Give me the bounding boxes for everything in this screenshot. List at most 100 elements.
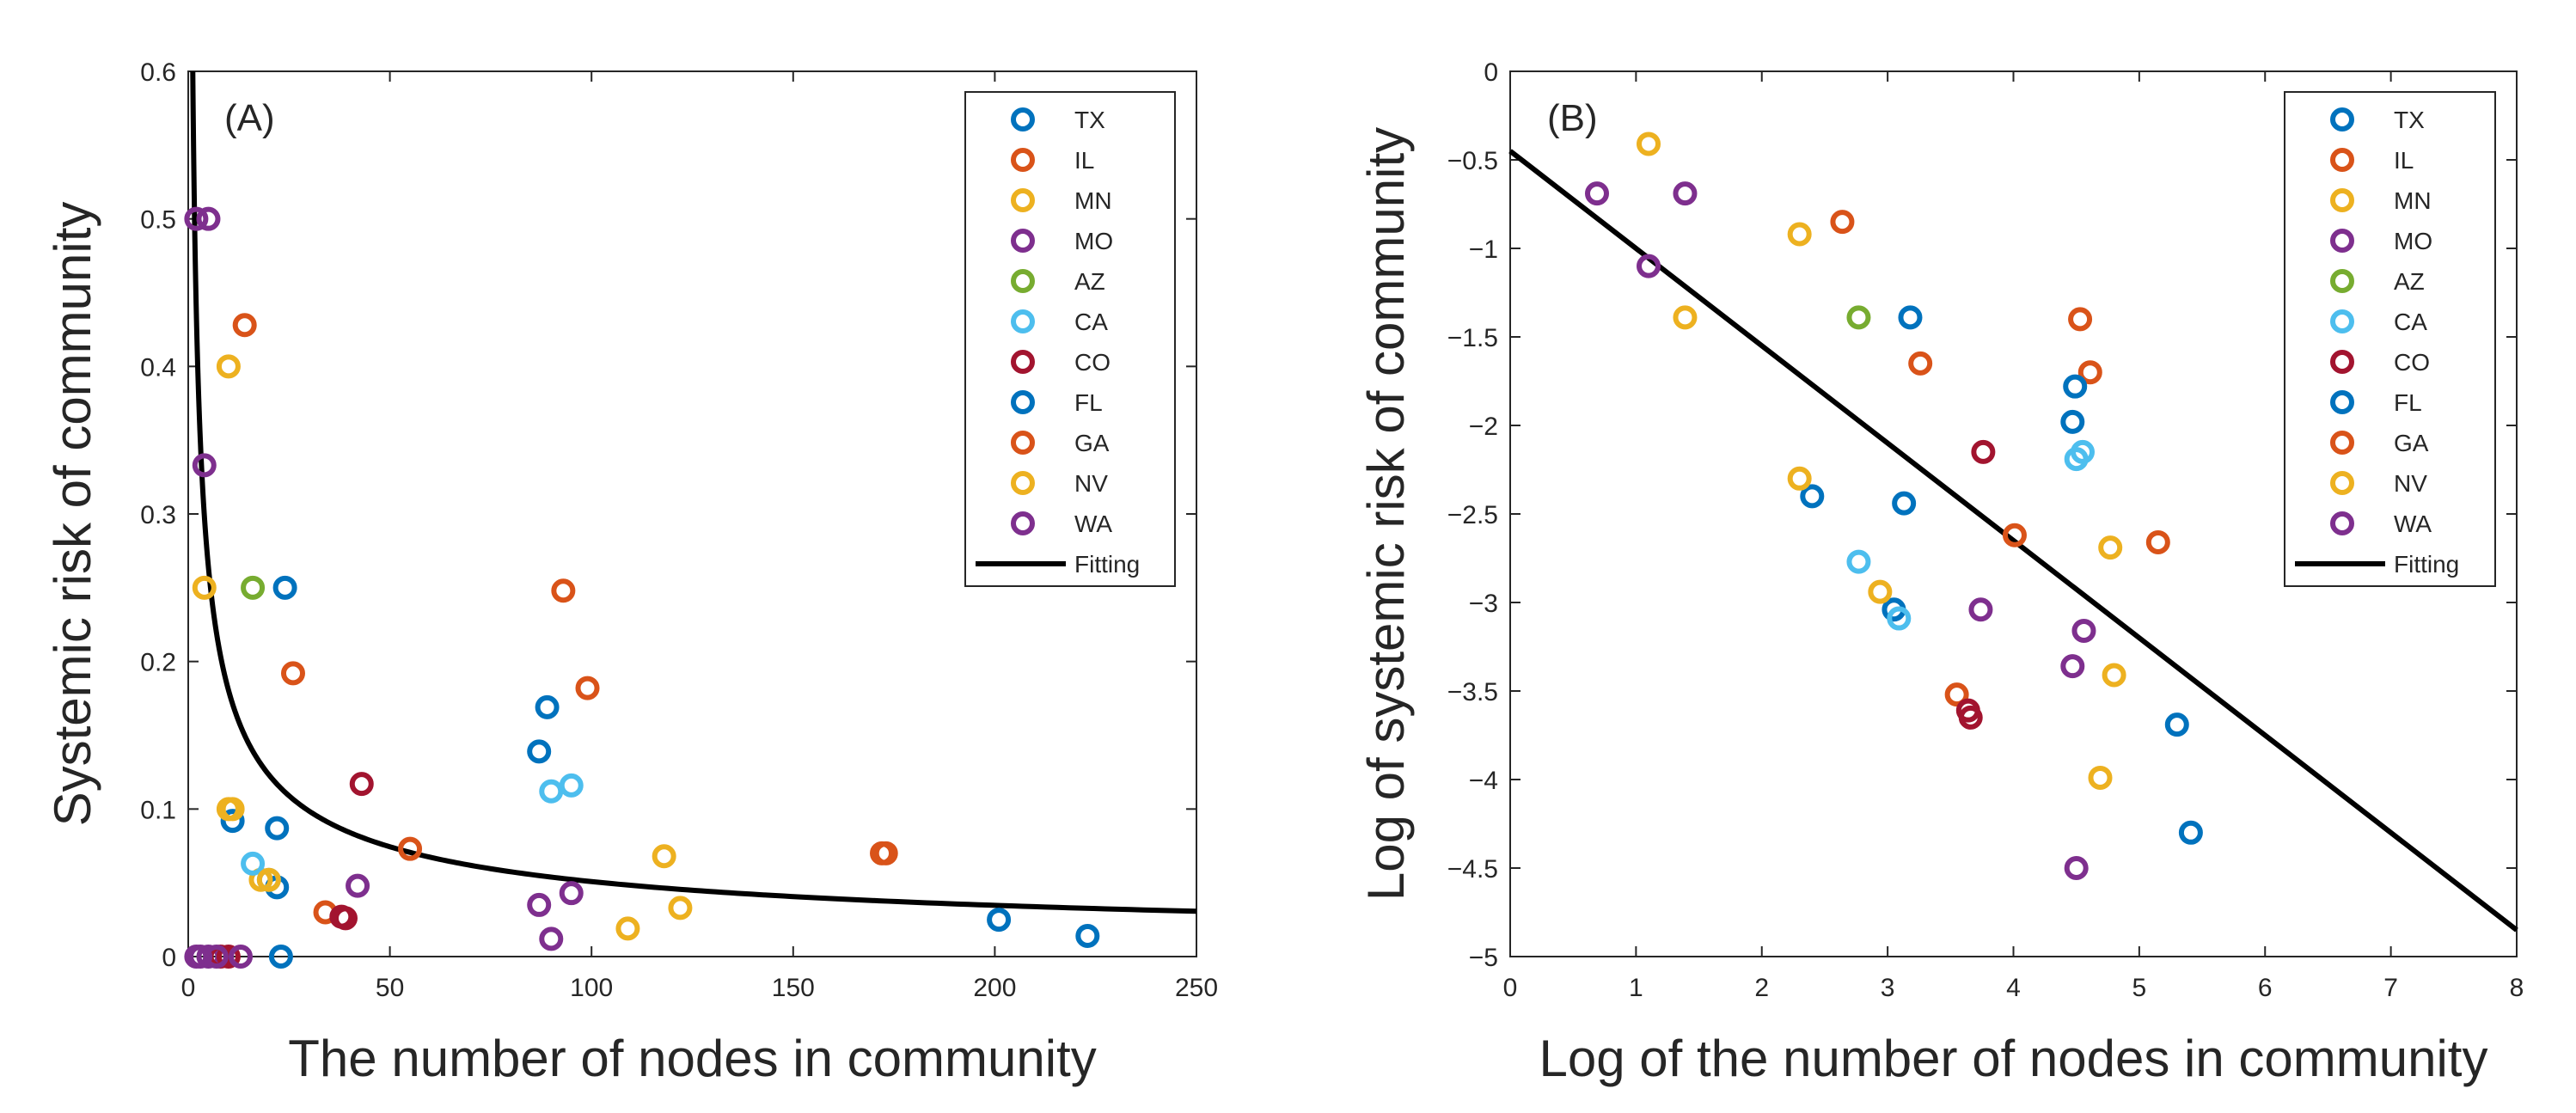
data-point-il (280, 661, 305, 686)
legend-label-fitting: Fitting (1074, 551, 1140, 578)
data-point-co (216, 945, 241, 969)
x-tick-label: 7 (2383, 974, 2398, 1002)
data-point-ca (559, 773, 584, 798)
x-tick-label: 6 (2258, 974, 2273, 1002)
y-tick-label: 0.4 (140, 353, 176, 382)
y-tick-label: −2 (1469, 413, 1498, 441)
legend-label-ca: CA (2394, 309, 2427, 335)
legend-marker-il (1011, 148, 1035, 172)
data-point-mo (1637, 254, 1661, 278)
data-point-mn (1673, 305, 1698, 330)
data-point-mn (1787, 222, 1812, 247)
data-point-ca (1887, 606, 1912, 631)
fitting-curve (190, 70, 1197, 914)
legend-label-co: CO (1074, 349, 1111, 376)
data-point-il (575, 676, 600, 700)
data-point-ga (870, 841, 895, 865)
data-point-mn (1787, 466, 1812, 491)
legend-marker-co (1011, 350, 1035, 374)
legend-box (2284, 91, 2496, 587)
data-point-nv (256, 867, 281, 892)
data-point-mn (652, 844, 676, 869)
legend-marker-mn (1011, 188, 1035, 212)
legend-marker-ca (2330, 309, 2354, 333)
legend-label-az: AZ (2394, 268, 2425, 295)
data-point-mo (184, 206, 209, 231)
legend-marker-ca (1011, 309, 1035, 333)
data-point-az (1846, 305, 1871, 330)
x-tick-label: 8 (2510, 974, 2524, 1002)
legend-marker-mo (1011, 229, 1035, 253)
data-point-mo (1673, 181, 1698, 206)
legend-label-az: AZ (1074, 268, 1105, 295)
data-point-mn (1868, 579, 1893, 604)
data-point-tx (272, 575, 297, 600)
x-tick-label: 150 (772, 974, 815, 1002)
data-point-wa (204, 945, 229, 969)
data-point-mn (2088, 765, 2113, 790)
y-tick-label: −0.5 (1447, 147, 1498, 175)
data-point-fl (987, 908, 1012, 933)
data-point-tx (268, 945, 293, 969)
legend-label-co: CO (2394, 349, 2430, 376)
data-point-mo (2071, 618, 2096, 643)
data-point-tx (220, 809, 245, 834)
legend-marker-wa (2330, 511, 2354, 535)
data-point-ca (1846, 549, 1871, 574)
data-point-mo (559, 881, 584, 906)
data-point-il (232, 313, 257, 338)
data-point-mn (1637, 131, 1661, 156)
data-point-mo (2064, 856, 2089, 880)
panel-a: 0 50 100 150 200 250 0 0.1 0.2 0.3 0.4 0.5 0.6 The nu… (44, 58, 1218, 1087)
y-tick-label: 0 (1484, 58, 1498, 87)
legend-label-mo: MO (2394, 228, 2432, 254)
legend-label-il: IL (1074, 147, 1094, 174)
x-tick-label: 0 (1503, 974, 1518, 1002)
data-point-mn (2098, 535, 2123, 560)
y-tick-label: −4.5 (1447, 855, 1498, 884)
legend-marker-co (2330, 350, 2354, 374)
panel-label: (A) (224, 97, 275, 139)
x-tick-label: 4 (2006, 974, 2021, 1002)
legend-marker-ga (2330, 431, 2354, 455)
data-point-fl (2063, 374, 2088, 399)
legend: TX IL MN MO AZ CA CO FL GA NV WA Fitting (964, 91, 1176, 587)
data-point-mo (1584, 181, 1609, 206)
y-tick-label: −1 (1469, 235, 1498, 264)
x-tick-label: 100 (570, 974, 613, 1002)
panel-b: 0 1 2 3 4 5 6 7 8 −5 −4.5 −4 −3.5 −3 −2.5 −2 −1.5 −1 −0.5 0… (1357, 58, 2524, 1087)
y-tick-label: −2.5 (1447, 501, 1498, 529)
legend-label-nv: NV (2394, 470, 2427, 497)
data-point-fl (535, 694, 560, 719)
data-point-ca (539, 779, 564, 804)
legend-label-mn: MN (2394, 187, 2432, 214)
y-tick-label: 0.3 (140, 501, 176, 529)
data-point-ca (2071, 439, 2096, 464)
data-point-az (241, 575, 266, 600)
data-point-tx (265, 816, 290, 841)
legend-label-mn: MN (1074, 187, 1112, 214)
y-tick-label: 0.5 (140, 206, 176, 235)
data-point-tx (1892, 491, 1917, 516)
data-point-mn (216, 354, 241, 379)
data-point-mo (2060, 654, 2085, 679)
data-point-mo (196, 206, 221, 231)
legend-marker-fl (1011, 390, 1035, 414)
y-tick-label: 0.1 (140, 796, 176, 824)
data-point-il (2068, 307, 2093, 332)
legend-marker-tx (1011, 107, 1035, 131)
legend-label-fl: FL (2394, 389, 2422, 416)
legend-label-nv: NV (1074, 470, 1108, 497)
data-point-mo (539, 926, 564, 951)
x-tick-label: 250 (1175, 974, 1218, 1002)
legend-label-wa: WA (1074, 511, 1112, 537)
data-point-mn (2102, 663, 2126, 688)
legend-box (964, 91, 1176, 587)
fitting-curve (1508, 149, 2518, 933)
data-point-co (333, 906, 358, 931)
data-point-il (2145, 529, 2170, 554)
x-tick-label: 50 (376, 974, 404, 1002)
data-point-tx (1800, 484, 1825, 509)
y-axis-title: Log of systemic risk of community (1357, 127, 1415, 901)
y-tick-label: −3 (1469, 590, 1498, 618)
